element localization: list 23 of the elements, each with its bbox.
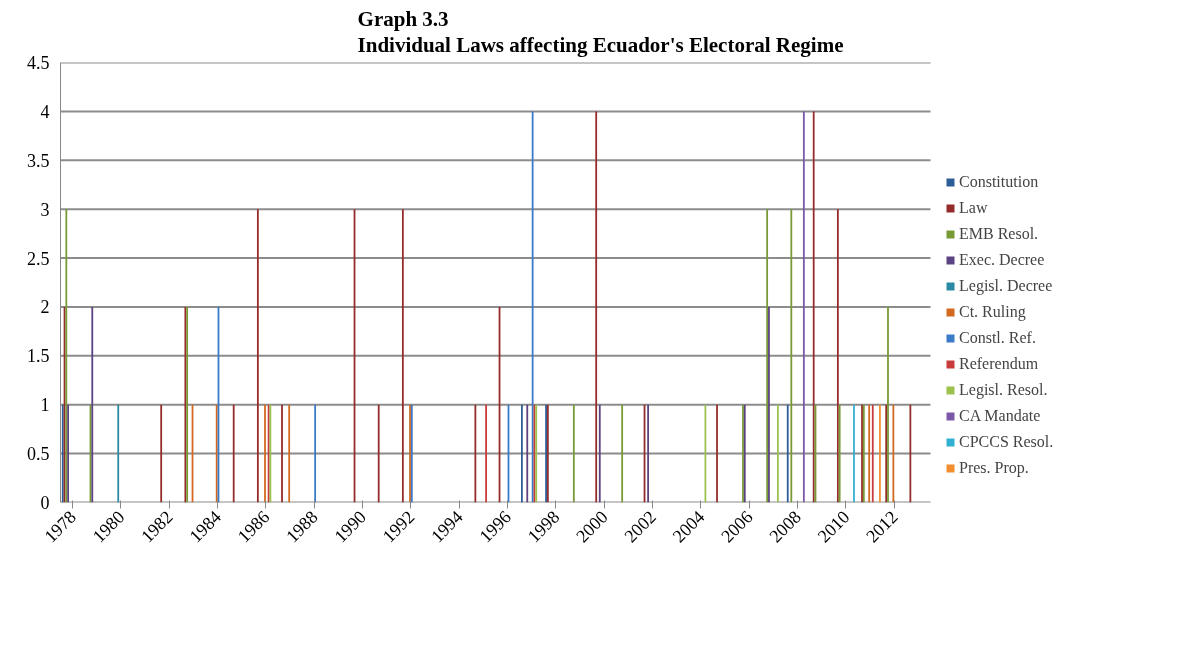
legend-label: Pres. Prop. [959, 459, 1029, 477]
legend-label: Legisl. Decree [959, 277, 1053, 295]
y-tick-label: 0 [40, 493, 50, 513]
y-tick-label: 4.5 [27, 53, 50, 73]
y-tick-label: 2.5 [27, 248, 50, 269]
y-tick-label: 1 [40, 395, 50, 416]
legend-label: Constitution [959, 173, 1039, 191]
y-tick-label: 3 [40, 199, 50, 220]
legend-label: Referendum [959, 355, 1039, 373]
legend-label: Constl. Ref. [959, 329, 1036, 347]
legend-label: CA Mandate [959, 407, 1041, 425]
y-tick-label: 0.5 [27, 444, 50, 465]
legend-label: Law [959, 199, 988, 217]
legend-label: Legisl. Resol. [959, 381, 1048, 399]
y-tick-label: 1.5 [27, 346, 50, 367]
legend-label: Ct. Ruling [959, 303, 1026, 321]
chart-title: Graph 3.3 Individual Laws affecting Ecuador's Electoral Regime [357, 7, 844, 58]
y-tick-label: 3.5 [27, 150, 50, 171]
y-tick-label: 2 [40, 297, 50, 318]
legend-label: EMB Resol. [959, 225, 1039, 243]
legend-label: Exec. Decree [959, 251, 1045, 269]
legend-label: CPCCS Resol. [959, 433, 1054, 451]
y-tick-label: 4 [40, 101, 50, 122]
